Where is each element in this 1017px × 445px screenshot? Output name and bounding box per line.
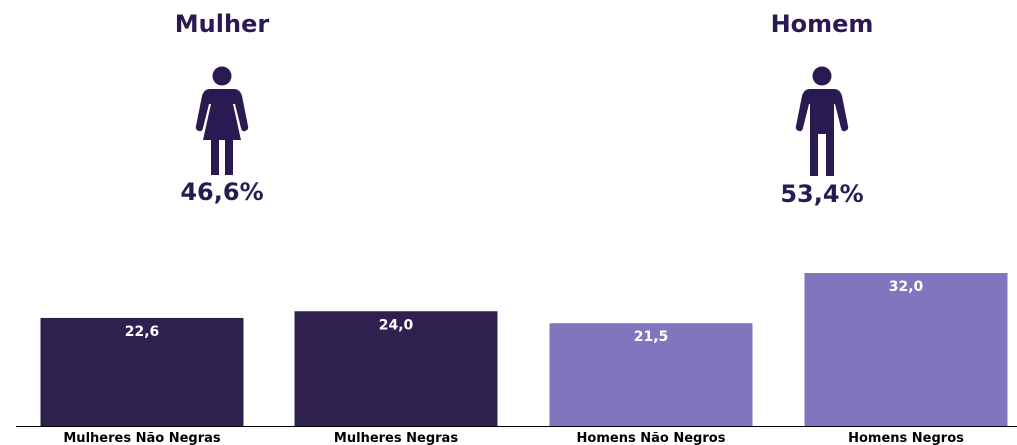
bar-value-label-1: 22,6 <box>125 324 160 340</box>
bar-value-label-4: 32,0 <box>889 279 924 295</box>
male-heading: Homem <box>771 10 874 38</box>
bar-value-label-2: 24,0 <box>379 317 414 333</box>
female-percent: 46,6% <box>180 178 263 206</box>
female-group: Mulher 46,6% <box>175 10 270 206</box>
male-percent: 53,4% <box>780 180 863 208</box>
category-label-3: Homens Não Negros <box>577 431 726 445</box>
female-heading: Mulher <box>175 10 270 38</box>
male-group: Homem 53,4% <box>771 10 874 208</box>
category-label-1: Mulheres Não Negras <box>63 431 221 445</box>
bar-value-label-3: 21,5 <box>634 329 669 345</box>
female-person-icon <box>195 66 249 175</box>
bar-1 <box>40 317 244 426</box>
bar-4 <box>804 273 1008 426</box>
category-label-4: Homens Negros <box>848 431 964 445</box>
category-labels: Mulheres Não Negras Mulheres Negras Homens… <box>63 431 964 445</box>
value-labels: 22,6 24,0 21,5 32,0 <box>125 279 924 345</box>
category-label-2: Mulheres Negras <box>334 431 458 445</box>
male-person-icon <box>795 66 849 176</box>
bars <box>40 273 1008 426</box>
bar-2 <box>294 311 498 426</box>
bar-3 <box>549 323 753 426</box>
